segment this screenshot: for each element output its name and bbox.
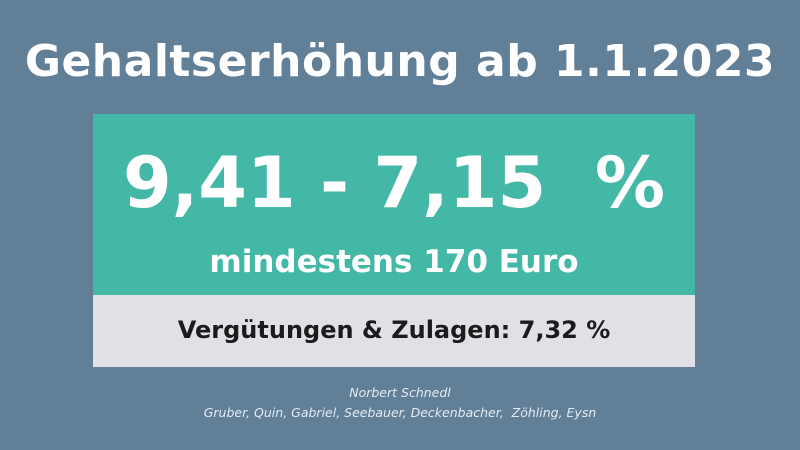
allowances-panel: Vergütungen & Zulagen: 7,32 % [93,295,695,367]
minimum-amount: mindestens 170 Euro [209,244,579,280]
credit-names: Gruber, Quin, Gabriel, Seebauer, Deckenb… [203,405,597,420]
headline: Gehaltserhöhung ab 1.1.2023 [24,36,776,87]
credit-author: Norbert Schnedl [349,385,451,400]
allowances-text: Vergütungen & Zulagen: 7,32 % [177,316,611,344]
raise-panel: 9,41 - 7,15 % mindestens 170 Euro [93,114,695,295]
raise-percentage-range: 9,41 - 7,15 % [122,142,666,224]
